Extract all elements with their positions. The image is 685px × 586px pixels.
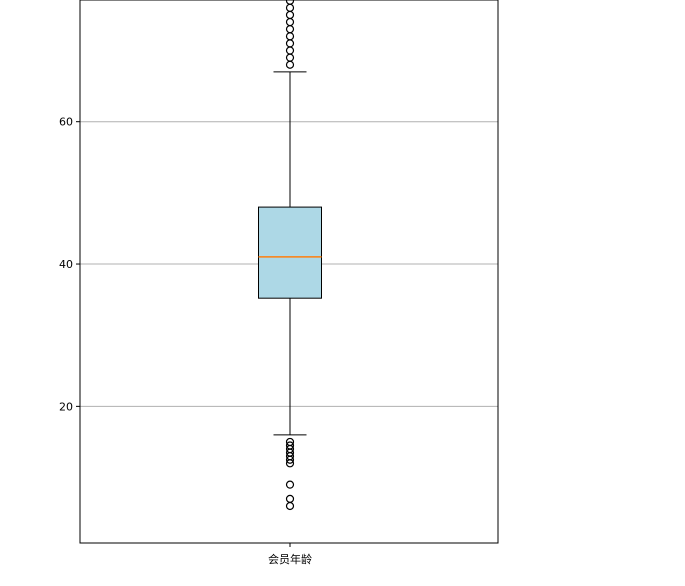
outlier-point (285, 53, 295, 62)
outlier-point (285, 0, 295, 5)
outlier-point (285, 46, 295, 55)
outlier-point (285, 25, 295, 34)
outlier-point (285, 3, 295, 12)
outlier-point (285, 60, 295, 69)
x-tick-label: 会员年龄 (268, 552, 312, 566)
plot-frame (79, 0, 499, 544)
y-tick-label: 20 (59, 400, 73, 413)
outlier-point (285, 17, 295, 27)
outlier-point (285, 10, 295, 20)
box (258, 206, 322, 299)
outlier-point (285, 494, 295, 503)
y-tick-label: 60 (59, 116, 73, 129)
outlier-point (285, 437, 295, 447)
outlier-point (285, 39, 295, 48)
outlier-point (285, 32, 295, 41)
outlier-point (285, 480, 295, 489)
y-tick-label: 40 (59, 258, 73, 271)
outlier-point (285, 441, 295, 450)
outlier-point (285, 501, 295, 511)
